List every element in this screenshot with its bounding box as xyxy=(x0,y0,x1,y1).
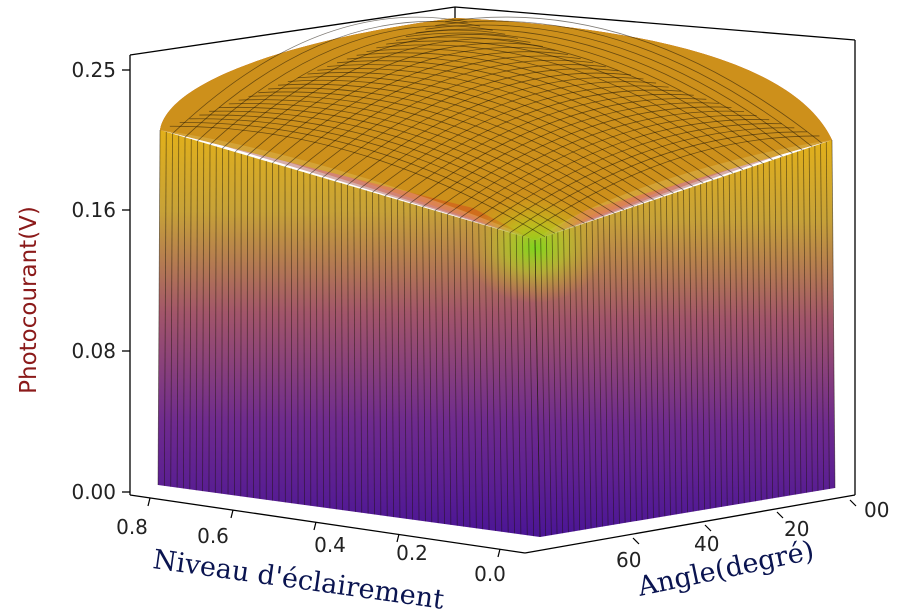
x-tick-0: 0.8 xyxy=(116,498,150,539)
z-tick-1: 0.08 xyxy=(71,339,130,363)
y-tick-label: 40 xyxy=(694,532,719,556)
z-tick-3: 0.25 xyxy=(71,58,130,82)
x-tick-2: 0.4 xyxy=(314,522,346,557)
x-tick-label: 0.8 xyxy=(116,515,148,539)
y-tick-3: 60 xyxy=(616,538,641,572)
x-tick-label: 0.0 xyxy=(474,562,506,586)
x-tick-4: 0.0 xyxy=(474,549,506,586)
z-tick-label: 0.00 xyxy=(71,480,116,504)
x-tick-1: 0.6 xyxy=(197,510,233,548)
x-tick-label: 0.4 xyxy=(314,533,346,557)
z-axis-title: Photocourant(V) xyxy=(16,206,42,394)
y-tick-label: 60 xyxy=(616,548,641,572)
x-tick-label: 0.6 xyxy=(197,524,229,548)
z-tick-2: 0.16 xyxy=(71,198,130,222)
x-tick-label: 0.2 xyxy=(396,541,428,565)
y-tick-2: 40 xyxy=(694,525,719,556)
mesh-line xyxy=(298,170,299,504)
surface-body xyxy=(158,17,835,537)
z-tick-0: 0.00 xyxy=(71,480,130,504)
z-tick-label: 0.08 xyxy=(71,339,116,363)
y-axis-title: Angle(degré) xyxy=(634,535,817,603)
z-tick-label: 0.16 xyxy=(71,198,116,222)
y-tick-0: 00 xyxy=(850,498,889,522)
z-axis: 0.00 0.08 0.16 0.25 Photocourant(V) xyxy=(16,58,130,504)
z-tick-label: 0.25 xyxy=(71,58,116,82)
y-tick-label: 00 xyxy=(864,498,889,522)
